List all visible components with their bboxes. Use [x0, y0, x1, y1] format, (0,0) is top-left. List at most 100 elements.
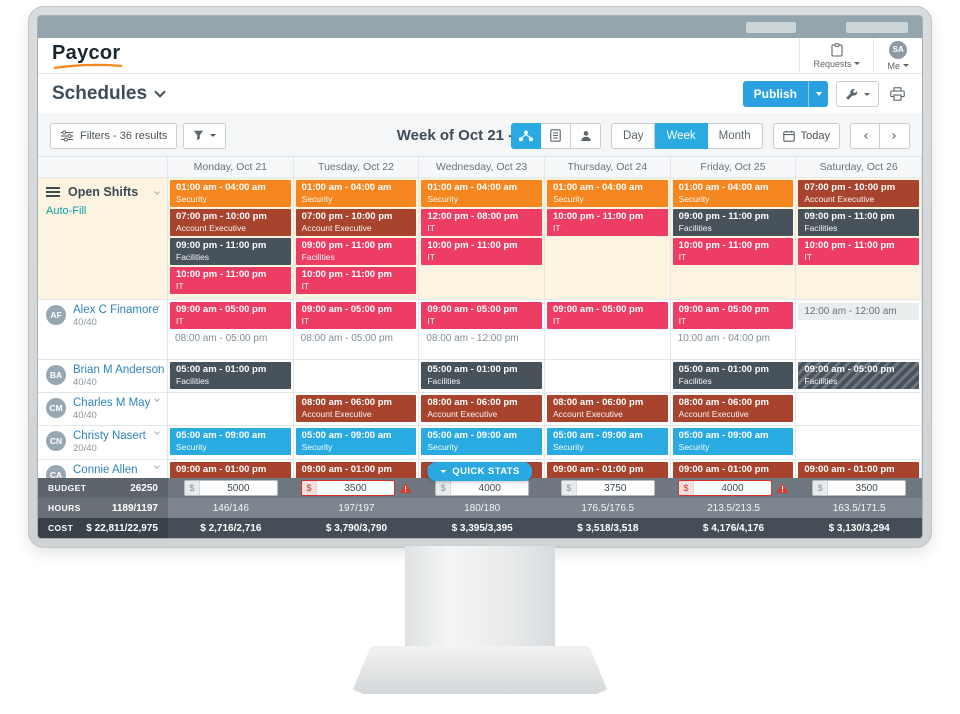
requests-button[interactable]: Requests	[799, 38, 873, 73]
employee-name[interactable]: Christy Nasert	[73, 430, 146, 442]
shift-block[interactable]: 10:00 pm - 11:00 pm IT	[421, 238, 542, 265]
shift-block[interactable]: 10:00 pm - 11:00 pm IT	[546, 209, 668, 236]
schedule-day-cell[interactable]: 08:00 am - 06:00 pm Account Executive	[670, 393, 797, 426]
schedule-day-cell[interactable]: 05:00 am - 09:00 am Security	[293, 426, 420, 460]
schedule-day-cell[interactable]: 09:00 am - 05:00 pm IT 10:00 am - 04:00 pm	[670, 300, 797, 360]
schedule-day-cell[interactable]: 09:00 am - 05:00 pm IT 08:00 am - 05:00 pm	[293, 300, 420, 360]
shift-block[interactable]: 09:00 am - 01:00 pm	[170, 462, 291, 479]
shift-block[interactable]: 10:00 pm - 11:00 pm IT	[295, 267, 417, 294]
schedule-day-cell[interactable]: 08:00 am - 06:00 pm Account Executive	[293, 393, 420, 426]
shift-block[interactable]: 01:00 am - 04:00 am Security	[295, 180, 417, 207]
shift-block[interactable]: 09:00 am - 01:00 pm	[546, 462, 668, 479]
shift-block[interactable]: 09:00 pm - 11:00 pm Facilities	[672, 209, 794, 236]
shift-block[interactable]: 09:00 pm - 11:00 pm Facilities	[798, 209, 919, 236]
shift-block[interactable]: 10:00 pm - 11:00 pm IT	[672, 238, 794, 265]
shift-block[interactable]: 09:00 am - 01:00 pm	[672, 462, 794, 479]
schedule-day-cell[interactable]: 05:00 am - 09:00 am Security	[544, 426, 671, 460]
shift-block[interactable]: 09:00 pm - 11:00 pm Facilities	[170, 238, 291, 265]
shift-block[interactable]: 10:00 pm - 11:00 pm IT	[798, 238, 919, 265]
shift-block[interactable]: 09:00 am - 05:00 pm Facilities	[798, 362, 919, 389]
schedule-day-cell[interactable]	[168, 393, 294, 426]
budget-input[interactable]: $3500	[812, 480, 907, 496]
page-title[interactable]: Schedules	[52, 83, 166, 105]
me-menu[interactable]: SA Me	[873, 38, 922, 73]
collapse-chevron-icon[interactable]	[154, 463, 160, 469]
open-shifts-day-cell[interactable]: 01:00 am - 04:00 am Security 07:00 pm - 10…	[168, 178, 294, 300]
collapse-chevron-icon[interactable]	[154, 429, 160, 435]
today-button[interactable]: Today	[772, 122, 840, 149]
budget-input[interactable]: $4000	[435, 480, 530, 496]
day-toggle[interactable]: Day	[611, 122, 656, 149]
employee-name[interactable]: Connie Allen	[73, 464, 138, 476]
publish-button[interactable]: Publish	[742, 81, 828, 107]
open-shifts-day-cell[interactable]: 07:00 pm - 10:00 pm Account Executive 09:0…	[796, 178, 922, 300]
filter-dropdown-button[interactable]	[183, 122, 227, 149]
schedule-day-cell[interactable]: 09:00 am - 05:00 pm IT 08:00 am - 05:00 pm	[168, 300, 294, 360]
schedule-day-cell[interactable]: 08:00 am - 06:00 pm Account Executive	[544, 393, 671, 426]
schedule-day-cell[interactable]	[544, 360, 671, 393]
shift-block[interactable]: 05:00 am - 01:00 pm Facilities	[170, 362, 291, 389]
schedule-day-cell[interactable]: 09:00 am - 05:00 pm Facilities	[796, 360, 922, 393]
tools-dropdown-button[interactable]	[836, 81, 879, 107]
shift-block[interactable]: 05:00 am - 09:00 am Security	[421, 428, 542, 455]
auto-fill-link[interactable]: Auto-Fill	[46, 205, 87, 217]
collapse-chevron-icon[interactable]	[154, 363, 160, 369]
schedule-day-cell[interactable]: 05:00 am - 09:00 am Security	[670, 426, 797, 460]
schedule-day-cell[interactable]	[293, 360, 420, 393]
schedule-day-cell[interactable]	[796, 426, 922, 460]
shift-block[interactable]: 05:00 am - 09:00 am Security	[170, 428, 291, 455]
shift-block[interactable]: 09:00 am - 01:00 pm	[798, 462, 919, 479]
print-button[interactable]	[887, 87, 908, 101]
schedule-day-cell[interactable]: 05:00 am - 01:00 pm Facilities	[419, 360, 545, 393]
shift-block[interactable]: 12:00 pm - 08:00 pm IT	[421, 209, 542, 236]
open-shifts-day-cell[interactable]: 01:00 am - 04:00 am Security 09:00 pm - 11…	[670, 178, 797, 300]
budget-input[interactable]: $3750	[560, 480, 655, 496]
open-shifts-day-cell[interactable]: 01:00 am - 04:00 am Security 10:00 pm - 11…	[544, 178, 671, 300]
shift-block[interactable]: 09:00 am - 05:00 pm IT	[672, 302, 794, 329]
budget-input[interactable]: $4000	[677, 480, 772, 496]
schedule-day-cell[interactable]: 05:00 am - 01:00 pm Facilities	[168, 360, 294, 393]
shift-block[interactable]: 05:00 am - 01:00 pm Facilities	[672, 362, 794, 389]
shift-block[interactable]: 07:00 pm - 10:00 pm Account Executive	[798, 180, 919, 207]
shift-block[interactable]: 08:00 am - 06:00 pm Account Executive	[295, 395, 417, 422]
collapse-chevron-icon[interactable]	[154, 396, 160, 402]
shift-block[interactable]: 01:00 am - 04:00 am Security	[546, 180, 668, 207]
employee-name[interactable]: Brian M Anderson	[73, 364, 165, 376]
schedule-day-cell[interactable]: 12:00 am - 12:00 am	[796, 300, 922, 360]
shift-block[interactable]: 08:00 am - 06:00 pm Account Executive	[421, 395, 542, 422]
person-view-button[interactable]	[571, 122, 602, 149]
schedule-day-cell[interactable]: 08:00 am - 06:00 pm Account Executive	[419, 393, 545, 426]
schedule-day-cell[interactable]: 09:00 am - 05:00 pm IT 08:00 am - 12:00 pm	[419, 300, 545, 360]
publish-dropdown[interactable]	[808, 81, 828, 107]
open-shifts-day-cell[interactable]: 01:00 am - 04:00 am Security 12:00 pm - 08…	[419, 178, 545, 300]
week-toggle[interactable]: Week	[655, 122, 708, 149]
next-week-button[interactable]	[880, 122, 910, 149]
schedule-day-cell[interactable]: 05:00 am - 01:00 pm Facilities	[670, 360, 797, 393]
shift-block[interactable]: 09:00 am - 05:00 pm IT	[546, 302, 668, 329]
shift-block[interactable]: 09:00 am - 05:00 pm IT	[421, 302, 542, 329]
prev-week-button[interactable]	[850, 122, 880, 149]
shift-block[interactable]: 05:00 am - 09:00 am Security	[546, 428, 668, 455]
filters-button[interactable]: Filters - 36 results	[50, 122, 178, 149]
shift-block[interactable]: 01:00 am - 04:00 am Security	[421, 180, 542, 207]
menu-icon[interactable]	[46, 187, 60, 197]
shift-block[interactable]: 07:00 pm - 10:00 pm Account Executive	[170, 209, 291, 236]
shift-block[interactable]: 01:00 am - 04:00 am Security	[672, 180, 794, 207]
shift-block[interactable]: 09:00 am - 05:00 pm IT	[170, 302, 291, 329]
shift-block[interactable]: 05:00 am - 09:00 am Security	[295, 428, 417, 455]
quick-stats-button[interactable]: QUICK STATS	[427, 462, 533, 481]
open-shifts-day-cell[interactable]: 01:00 am - 04:00 am Security 07:00 pm - 10…	[293, 178, 420, 300]
shift-block[interactable]: 08:00 am - 06:00 pm Account Executive	[546, 395, 668, 422]
shift-block[interactable]: 05:00 am - 01:00 pm Facilities	[421, 362, 542, 389]
schedule-day-cell[interactable]: 05:00 am - 09:00 am Security	[419, 426, 545, 460]
employee-name[interactable]: Alex C Finamore	[73, 304, 159, 316]
shift-block[interactable]: 09:00 am - 01:00 pm	[295, 462, 417, 479]
budget-input[interactable]: $3500	[300, 480, 395, 496]
shift-block[interactable]: 09:00 am - 05:00 pm IT	[295, 302, 417, 329]
collapse-chevron-icon[interactable]	[154, 189, 160, 195]
group-view-button[interactable]	[511, 122, 542, 149]
shift-block[interactable]: 07:00 pm - 10:00 pm Account Executive	[295, 209, 417, 236]
shift-block[interactable]: 10:00 pm - 11:00 pm IT	[170, 267, 291, 294]
shift-block[interactable]: 09:00 pm - 11:00 pm Facilities	[295, 238, 417, 265]
collapse-chevron-icon[interactable]	[154, 303, 160, 309]
